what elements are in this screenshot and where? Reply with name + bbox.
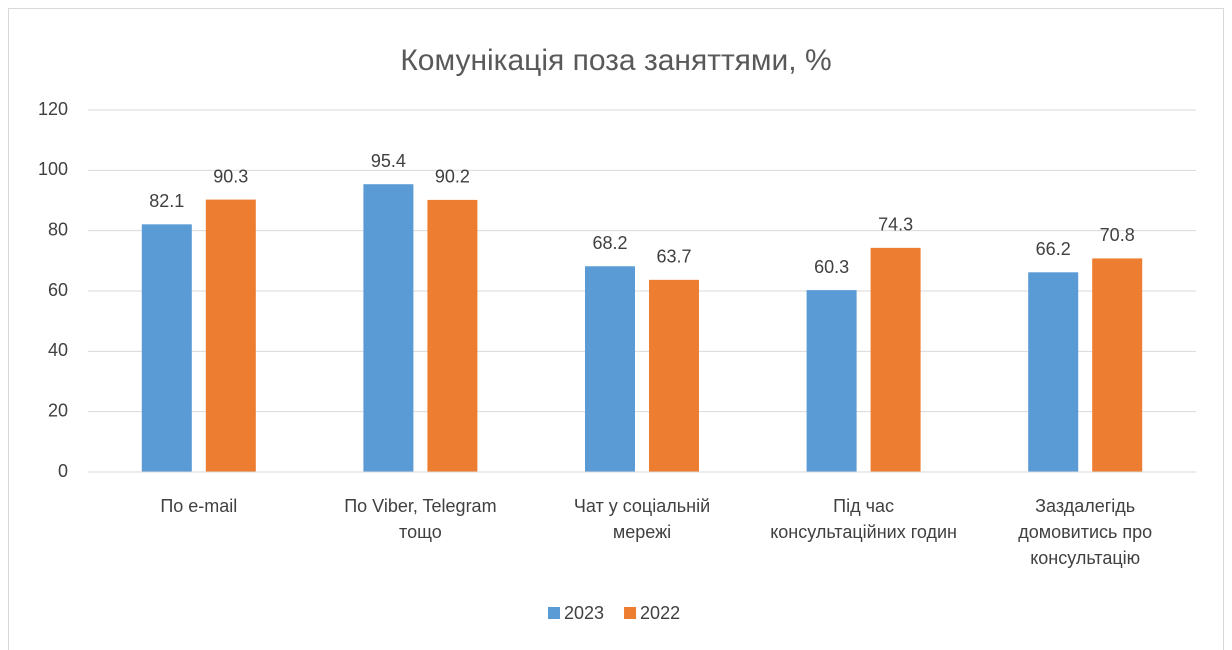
y-tick-label: 0 xyxy=(58,461,68,481)
data-label: 70.8 xyxy=(1100,225,1135,245)
legend-swatch xyxy=(624,607,637,619)
data-label: 90.2 xyxy=(435,167,470,187)
data-label: 66.2 xyxy=(1036,239,1071,259)
bar xyxy=(141,224,192,472)
data-label: 82.1 xyxy=(149,191,184,211)
y-tick-label: 80 xyxy=(48,219,68,239)
y-tick-label: 40 xyxy=(48,340,68,360)
legend-label: 2023 xyxy=(564,603,604,623)
y-tick-label: 100 xyxy=(38,159,68,179)
bar xyxy=(1092,258,1143,472)
bar xyxy=(427,199,478,472)
legend-swatch xyxy=(548,607,560,619)
data-label: 74.3 xyxy=(878,215,913,235)
y-tick-label: 60 xyxy=(48,280,68,300)
data-label: 60.3 xyxy=(814,257,849,277)
bar xyxy=(870,247,921,472)
x-tick-label: Заздалегідь домовитись про консультацію xyxy=(1018,496,1153,568)
data-label: 63.7 xyxy=(656,247,691,267)
chart-title: Комунікація поза заняттями, % xyxy=(400,44,831,77)
data-label: 95.4 xyxy=(371,151,406,171)
legend-label: 2022 xyxy=(640,603,680,623)
y-tick-label: 20 xyxy=(48,400,68,420)
x-tick-label: По Viber, Telegram тощо xyxy=(344,496,497,542)
data-label: 68.2 xyxy=(592,233,627,253)
bar xyxy=(806,290,857,472)
bar xyxy=(363,184,414,472)
x-tick-label: По e-mail xyxy=(160,496,238,516)
x-tick-label: Під час консультаційних годин xyxy=(770,496,957,542)
bar xyxy=(1028,272,1079,472)
data-label: 90.3 xyxy=(213,166,248,186)
bar xyxy=(205,199,256,472)
bar xyxy=(649,279,699,472)
bar xyxy=(585,266,635,472)
x-tick-label: Чат у соціальній мережі xyxy=(573,496,711,542)
y-tick-label: 120 xyxy=(38,99,68,119)
